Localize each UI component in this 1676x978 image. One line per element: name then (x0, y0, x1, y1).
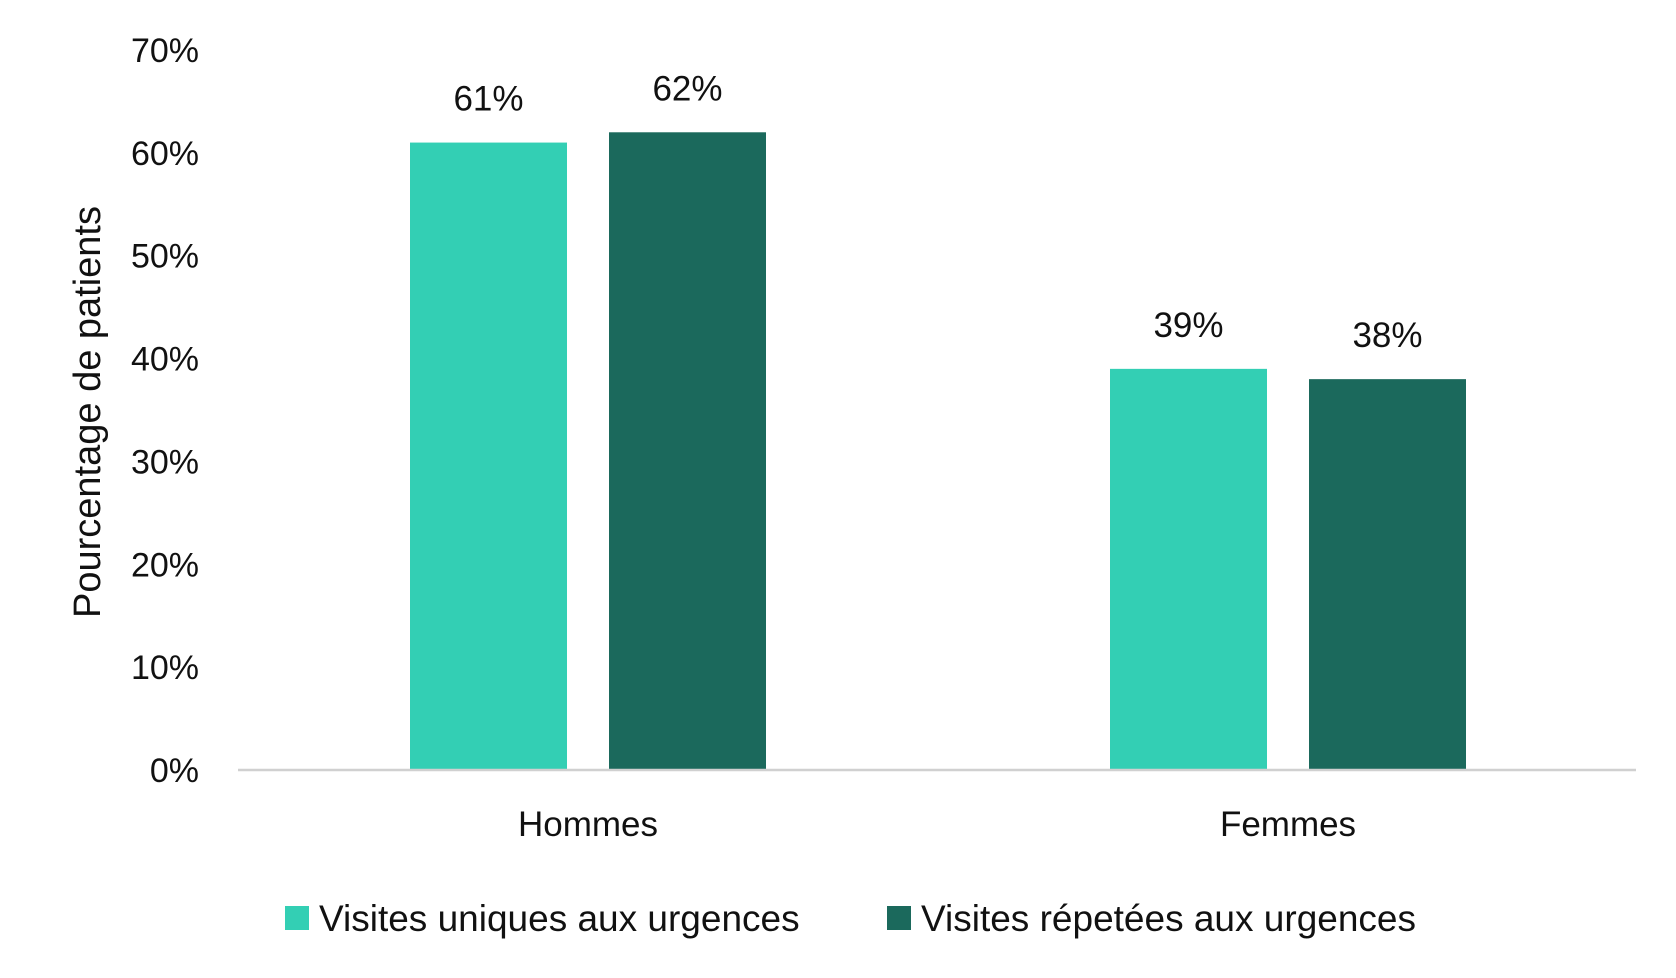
data-label: 39% (1153, 306, 1223, 345)
y-tick-label: 0% (150, 752, 199, 790)
y-tick-label: 20% (131, 546, 199, 584)
bar-hommes-series-2 (609, 132, 766, 771)
y-tick-label: 70% (131, 32, 199, 70)
y-axis-title: Pourcentage de patients (67, 206, 109, 618)
bar-femmes-series-2 (1309, 379, 1466, 770)
y-tick-label: 50% (131, 238, 199, 276)
bars: 61% 62% 39% 38% (410, 69, 1466, 771)
category-label: Hommes (518, 805, 658, 844)
y-tick-label: 10% (131, 649, 199, 687)
bar-femmes-series-1 (1110, 368, 1267, 770)
legend-swatch (285, 906, 309, 930)
category-label: Femmes (1220, 805, 1356, 844)
y-tick-label: 60% (131, 135, 199, 173)
y-tick-label: 40% (131, 341, 199, 379)
y-tick-label: 30% (131, 443, 199, 481)
legend-label: Visites répetées aux urgences (921, 898, 1416, 939)
category-labels: Hommes Femmes (518, 805, 1356, 844)
bar-hommes-series-1 (410, 142, 567, 771)
data-label: 62% (652, 69, 722, 108)
legend: Visites uniques aux urgences Visites répe… (285, 898, 1416, 939)
legend-swatch (887, 906, 911, 930)
y-axis-ticks: 0% 10% 20% 30% 40% 50% 60% 70% (131, 32, 199, 790)
legend-label: Visites uniques aux urgences (319, 898, 800, 939)
data-label: 38% (1352, 316, 1422, 355)
data-label: 61% (453, 80, 523, 119)
